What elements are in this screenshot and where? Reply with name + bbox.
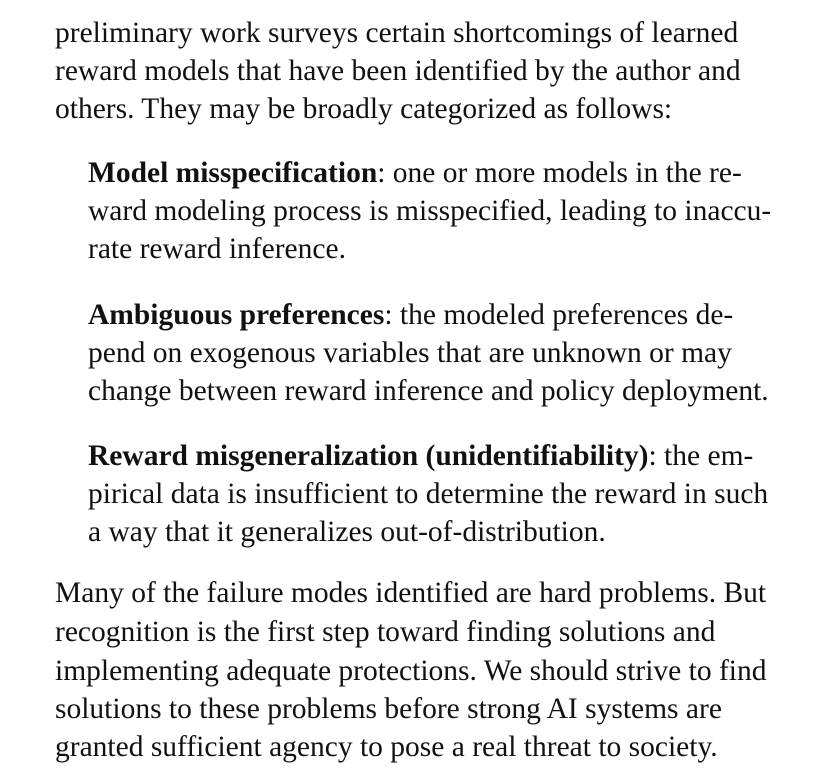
- category-line: ward modeling process is misspecified, l…: [88, 195, 772, 227]
- category-term: Model misspecification: [88, 157, 378, 189]
- category-line: pirical data is insufficient to determin…: [88, 478, 769, 510]
- conclusion-line: solutions to these problems before stron…: [55, 693, 722, 725]
- category-text: : one or more models in the re-: [377, 157, 742, 189]
- category-first-line: Reward misgeneralization (unidentifiabil…: [88, 437, 753, 475]
- category-line: pend on exogenous variables that are unk…: [88, 337, 732, 369]
- conclusion-line: recognition is the first step toward fin…: [55, 616, 716, 648]
- category-first-line: Ambiguous preferences: the modeled prefe…: [88, 296, 733, 334]
- category-text: : the em-: [648, 440, 754, 472]
- intro-line: others. They may be broadly categorized …: [55, 93, 673, 125]
- conclusion-line: granted sufficient agency to pose a real…: [55, 731, 718, 763]
- category-term: Reward misgeneralization (unidentifiabil…: [88, 440, 649, 472]
- intro-line: preliminary work surveys certain shortco…: [55, 17, 739, 49]
- category-line: rate reward inference.: [88, 233, 346, 265]
- intro-line: reward models that have been identified …: [55, 55, 741, 87]
- category-term: Ambiguous preferences: [88, 299, 385, 331]
- category-text: : the modeled preferences de-: [384, 299, 734, 331]
- category-first-line: Model misspecification: one or more mode…: [88, 154, 742, 192]
- category-line: change between reward inference and poli…: [88, 375, 769, 407]
- conclusion-line: Many of the failure modes identified are…: [55, 577, 767, 609]
- category-line: a way that it generalizes out-of-distrib…: [88, 516, 606, 548]
- conclusion-line: implementing adequate protections. We sh…: [55, 655, 767, 687]
